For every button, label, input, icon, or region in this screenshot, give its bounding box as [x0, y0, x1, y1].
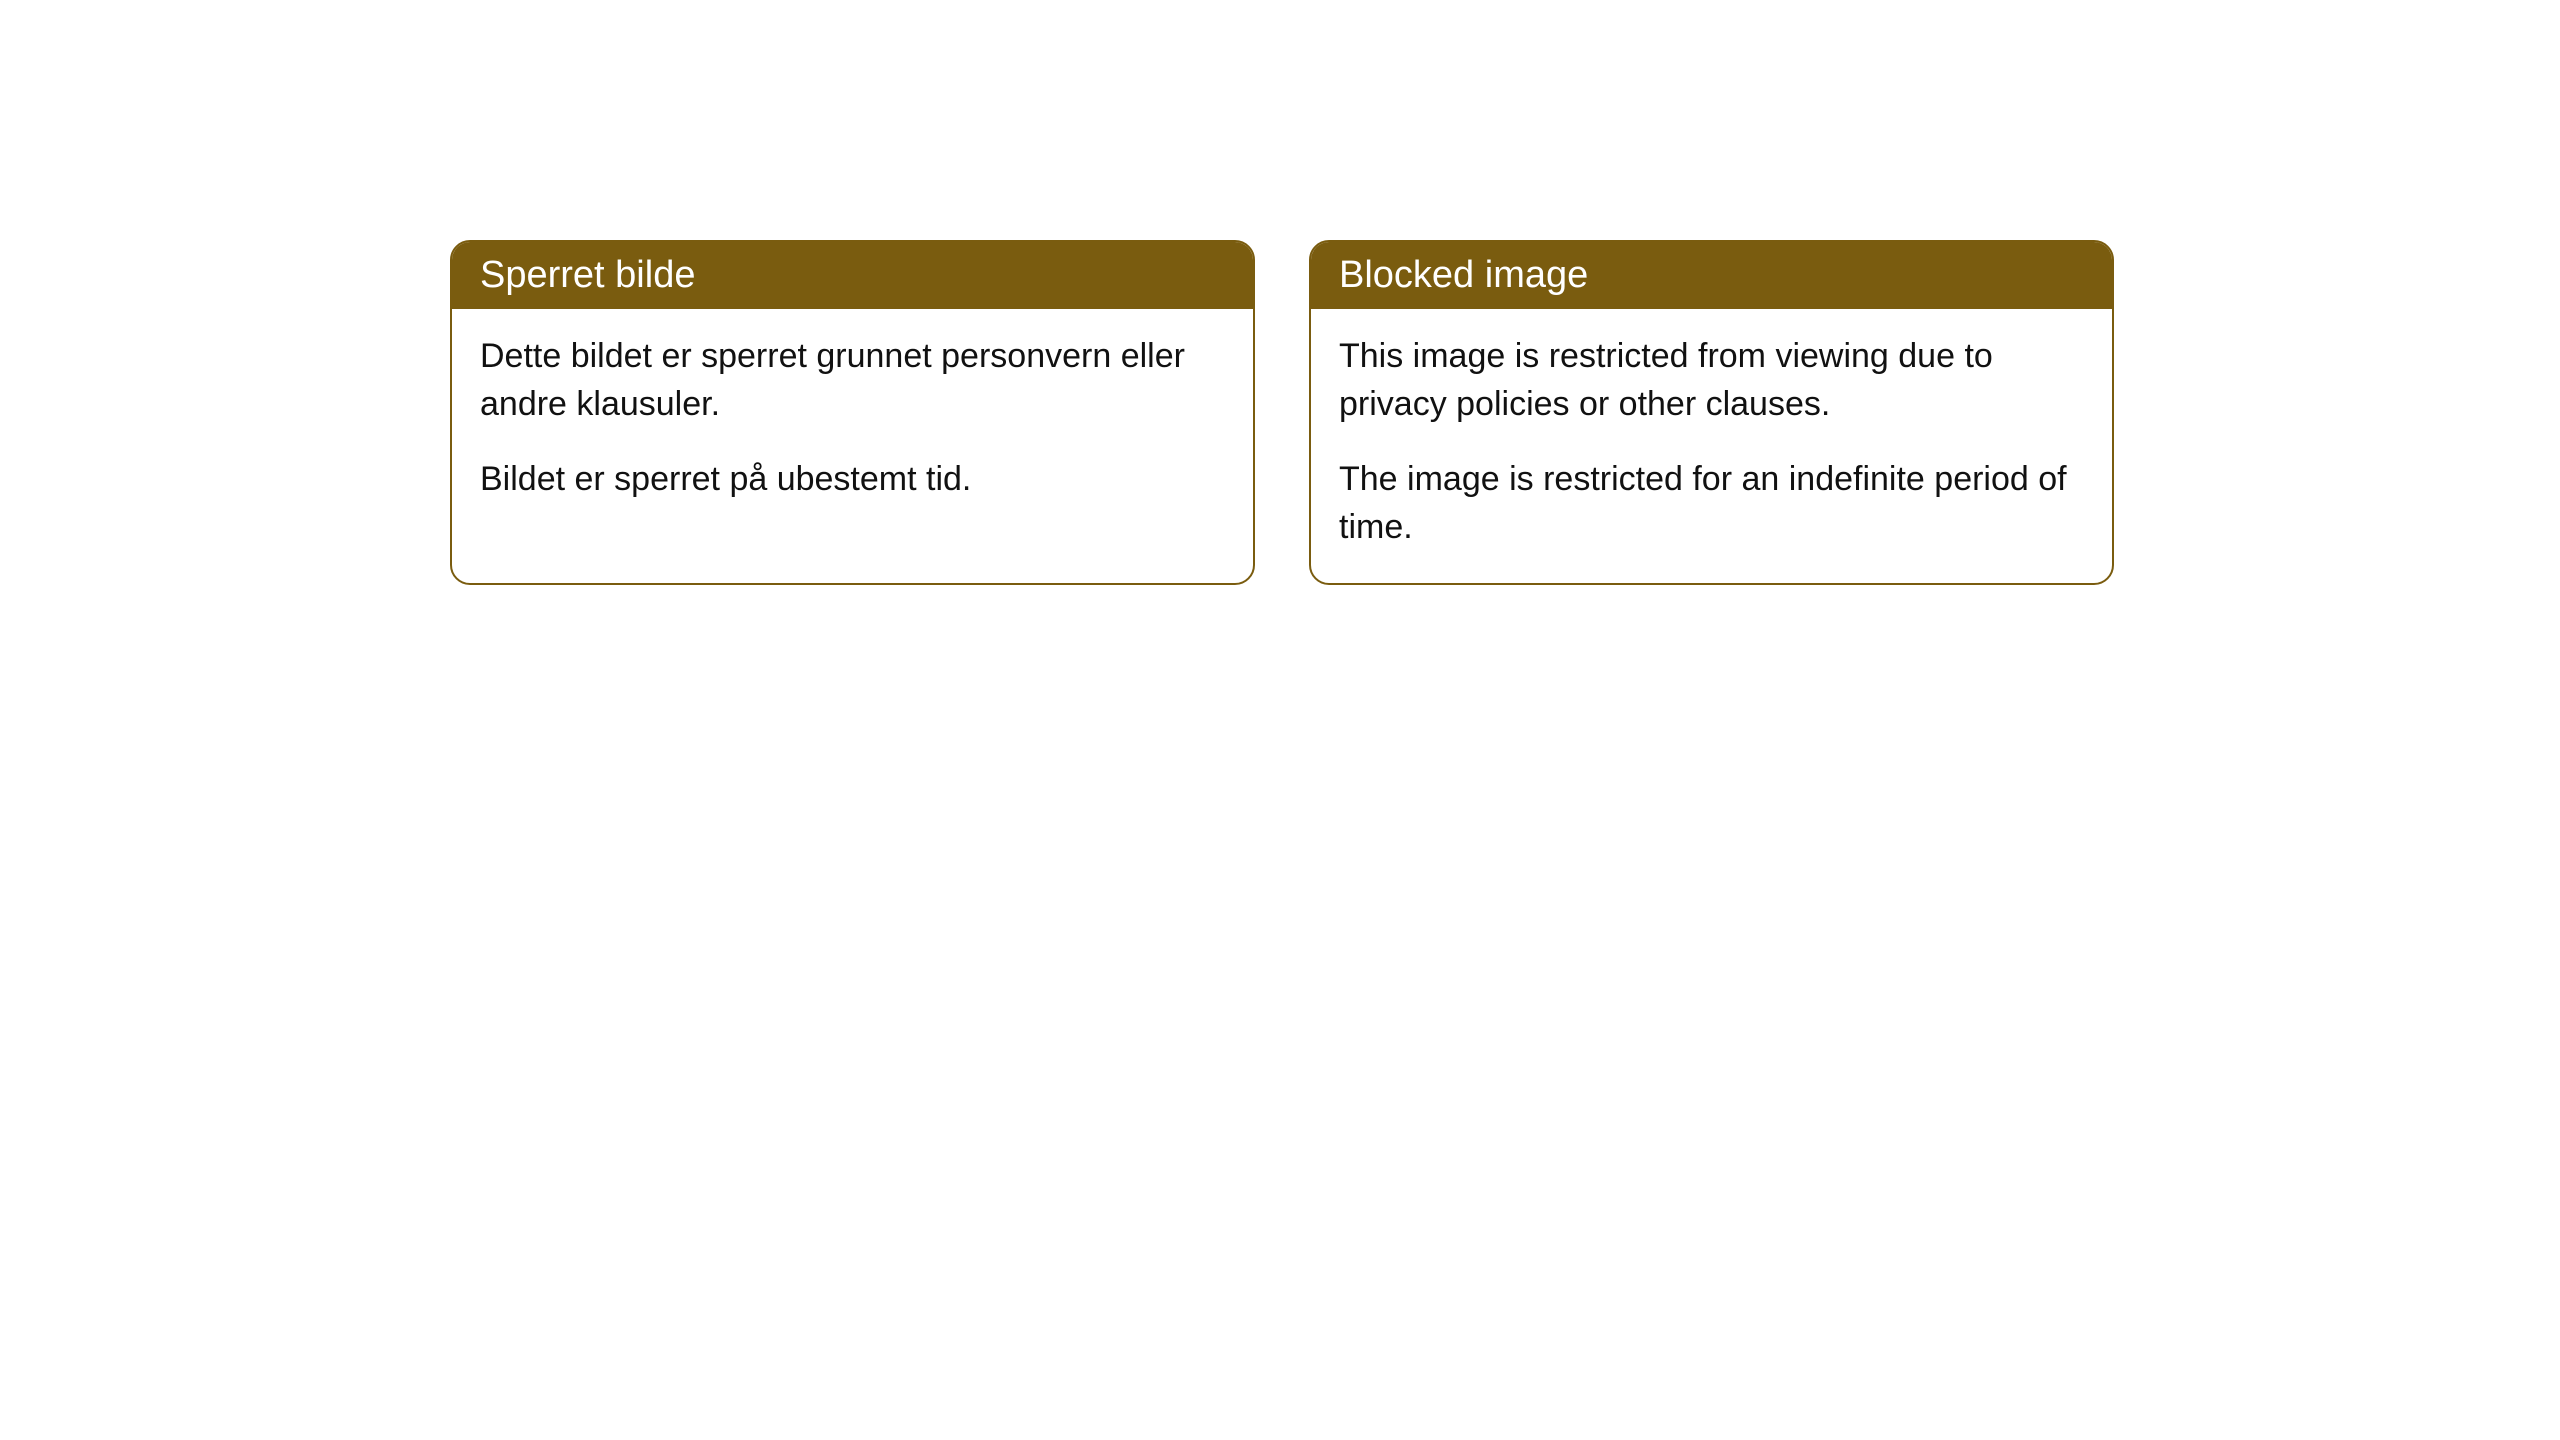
- card-paragraph: Bildet er sperret på ubestemt tid.: [480, 456, 1225, 504]
- card-title: Sperret bilde: [480, 254, 695, 296]
- card-paragraph: The image is restricted for an indefinit…: [1339, 456, 2084, 551]
- card-container: Sperret bilde Dette bildet er sperret gr…: [0, 0, 2560, 585]
- card-header: Blocked image: [1311, 242, 2112, 309]
- card-paragraph: Dette bildet er sperret grunnet personve…: [480, 333, 1225, 428]
- blocked-image-card-english: Blocked image This image is restricted f…: [1309, 240, 2114, 585]
- card-title: Blocked image: [1339, 254, 1588, 296]
- blocked-image-card-norwegian: Sperret bilde Dette bildet er sperret gr…: [450, 240, 1255, 585]
- card-header: Sperret bilde: [452, 242, 1253, 309]
- card-paragraph: This image is restricted from viewing du…: [1339, 333, 2084, 428]
- card-body: This image is restricted from viewing du…: [1311, 309, 2112, 583]
- card-body: Dette bildet er sperret grunnet personve…: [452, 309, 1253, 536]
